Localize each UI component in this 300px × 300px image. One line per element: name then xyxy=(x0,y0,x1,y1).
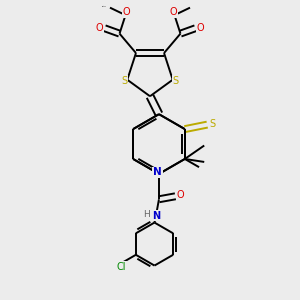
Text: O: O xyxy=(197,23,205,33)
Text: methyl: methyl xyxy=(102,6,106,8)
Text: N: N xyxy=(153,167,162,177)
Text: O: O xyxy=(123,7,130,17)
Text: S: S xyxy=(209,119,216,129)
Text: N: N xyxy=(152,211,160,221)
Text: O: O xyxy=(169,7,177,17)
Text: H: H xyxy=(143,210,149,219)
Text: Cl: Cl xyxy=(117,262,126,272)
Text: O: O xyxy=(177,190,184,200)
Text: S: S xyxy=(122,76,128,86)
Text: O: O xyxy=(95,23,103,33)
Text: S: S xyxy=(172,76,178,86)
